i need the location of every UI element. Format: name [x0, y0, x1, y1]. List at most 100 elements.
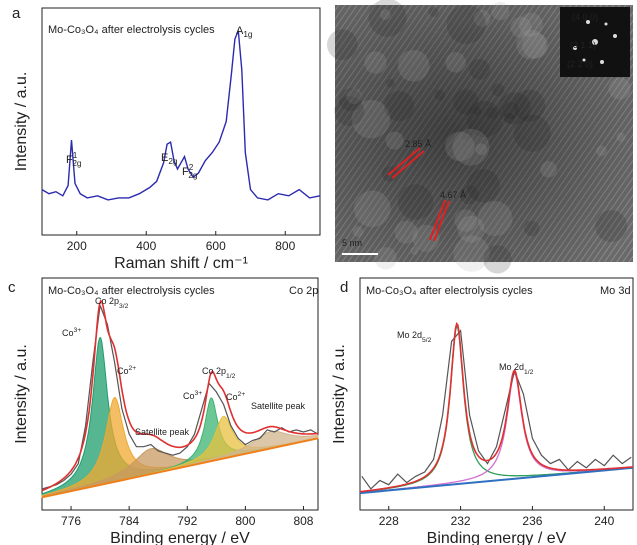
annotation-text: Satellite peak: [251, 401, 306, 411]
tem-texture: [338, 88, 362, 112]
annotation: Satellite peak: [135, 427, 190, 437]
tem-texture: [540, 160, 557, 178]
x-tick-label: 600: [206, 239, 226, 253]
tem-texture: [596, 145, 607, 157]
tem-texture: [446, 4, 486, 44]
tem-texture: [616, 132, 626, 142]
plot-frame: [41, 277, 319, 511]
annotation: Co 2p3/2: [95, 296, 129, 309]
tem-texture: [461, 129, 473, 141]
y-axis-title: Intensity / a.u.: [331, 344, 348, 444]
x-tick-label: 240: [594, 514, 614, 528]
annotation: (2 2 0): [567, 59, 593, 69]
tem-texture: [453, 235, 490, 272]
x-tick-label: 784: [119, 514, 139, 528]
lattice-marker: [387, 147, 421, 176]
annotation: 2.85 Å: [405, 139, 431, 149]
tem-texture: [351, 99, 391, 139]
tem-texture: [453, 89, 479, 115]
tem-texture: [522, 32, 549, 59]
tem-texture: [384, 91, 415, 122]
data-line: [41, 30, 321, 201]
tem-texture: [473, 9, 491, 27]
panel-title: Mo-Co₃O₄ after electrolysis cycles: [366, 285, 533, 297]
tem-texture: [475, 143, 487, 155]
annotation: F2 2g: [182, 163, 198, 180]
tem-texture: [352, 226, 364, 237]
annotation: Satellite peak: [251, 401, 306, 411]
annotation-sub: 2g: [168, 157, 178, 166]
tem-texture: [428, 7, 439, 18]
x-tick-label: 232: [451, 514, 471, 528]
annotation-sup: 1: [73, 151, 78, 160]
x-axis-title: Binding energy / eV: [427, 530, 567, 545]
annotation-text: Co: [226, 392, 238, 402]
tem-texture: [397, 49, 430, 82]
annotation-sub: 3/2: [119, 303, 129, 310]
x-tick-label: 800: [235, 514, 255, 528]
tem-texture: [353, 190, 391, 228]
tem-texture: [397, 184, 434, 220]
annotation: (4 0 0): [572, 12, 598, 22]
annotation: (3 1 1): [570, 40, 596, 50]
tem-texture: [473, 107, 482, 116]
y-axis-title: Intensity / a.u.: [13, 72, 30, 172]
tem-texture: [491, 2, 510, 21]
tem-texture: [477, 201, 513, 236]
panel-title: Mo-Co₃O₄ after electrolysis cycles: [48, 285, 215, 297]
tem-texture: [334, 96, 365, 126]
tem-texture: [466, 100, 503, 138]
annotation: 5 nm: [342, 238, 362, 248]
x-tick-label: 400: [136, 239, 156, 253]
plot-frame: [41, 7, 321, 236]
tem-texture: [595, 210, 628, 243]
tem-texture: [510, 16, 532, 38]
annotation: Co 2p1/2: [202, 366, 236, 379]
annotation-sub: 1/2: [524, 369, 534, 376]
tem-texture: [491, 83, 505, 97]
x-axis-title: Raman shift / cm⁻¹: [114, 255, 248, 272]
peak-curve: [359, 372, 634, 494]
annotation-text: Mo 2d: [397, 330, 422, 340]
tem-texture: [504, 112, 515, 124]
annotation-text: Co: [62, 328, 74, 338]
lattice-marker: [429, 199, 446, 241]
annotation: Mo 2d1/2: [499, 362, 534, 375]
tem-texture: [346, 88, 362, 105]
annotation-sup: 3+: [74, 327, 82, 334]
annotation-sup: 3+: [195, 390, 203, 397]
tem-texture: [445, 52, 466, 73]
annotation-sup: 2: [189, 163, 194, 172]
fft-spot: [600, 60, 604, 64]
tem-texture: [460, 185, 479, 205]
tem-texture: [457, 215, 485, 243]
tem-texture: [513, 114, 551, 152]
annotation: 4.67 Å: [440, 190, 466, 200]
annotation-text: Co 2p: [202, 366, 226, 376]
annotation-text: A: [236, 25, 244, 37]
tem-texture: [364, 51, 387, 74]
tem-texture: [445, 131, 475, 162]
tem-texture: [502, 102, 520, 120]
lattice-marker: [433, 200, 450, 242]
annotation-text: (2 2 0): [567, 59, 593, 69]
panel-letter: a: [12, 5, 21, 22]
annotation: Mo 2d5/2: [397, 330, 432, 343]
x-tick-label: 800: [275, 239, 295, 253]
tem-texture: [454, 209, 477, 232]
tem-texture: [498, 92, 531, 125]
annotation-sub: 5/2: [422, 337, 432, 344]
annotation: Co2+: [117, 365, 136, 377]
annotation: A1g: [236, 25, 253, 39]
fft-spot: [582, 58, 586, 62]
panel-letter: c: [8, 279, 16, 296]
x-tick-label: 776: [61, 514, 81, 528]
fit-envelope: [41, 299, 319, 492]
annotation: Co2+: [226, 391, 245, 403]
tem-texture: [385, 131, 404, 150]
annotation: Co3+: [62, 327, 81, 339]
raw-data: [41, 305, 319, 490]
peak-area: [41, 337, 319, 498]
annotation-text: (3 1 1): [570, 40, 596, 50]
